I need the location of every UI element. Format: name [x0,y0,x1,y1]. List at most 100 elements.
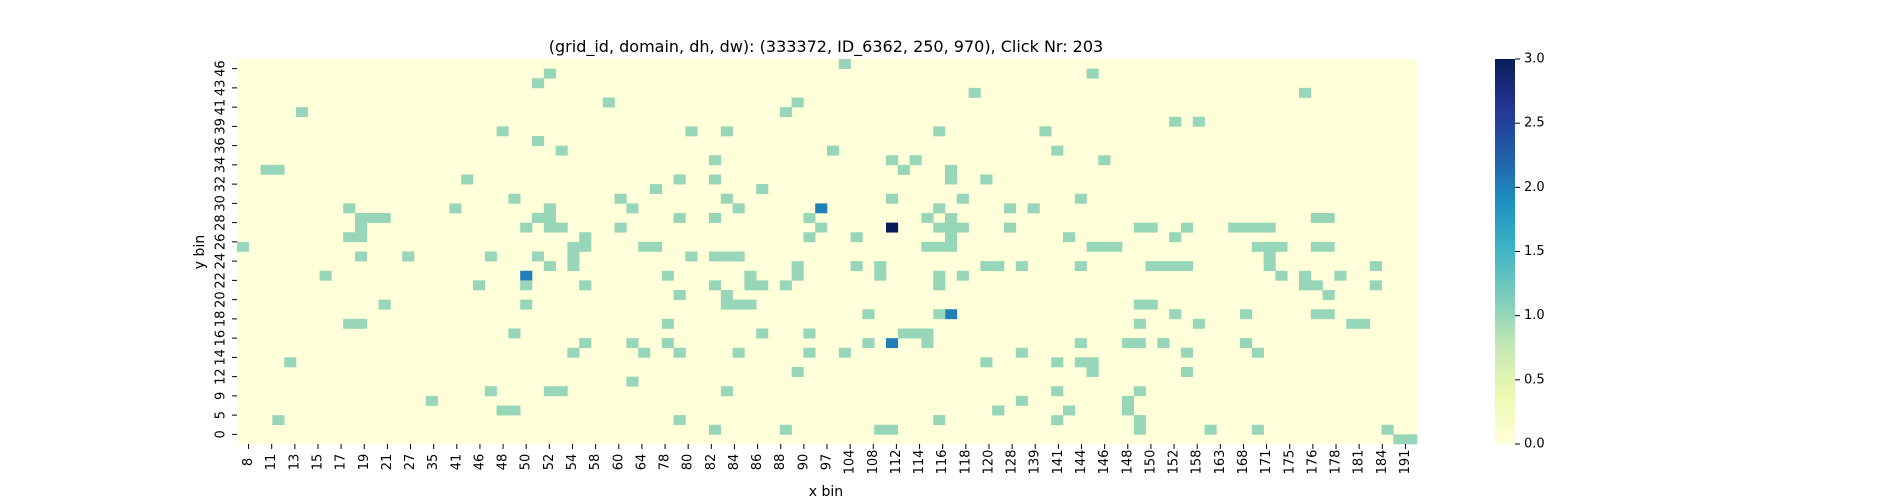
heatmap-cell [933,203,946,214]
heatmap-cell [709,155,722,166]
heatmap-cell [720,251,733,262]
heatmap-cell [237,241,250,252]
heatmap-cell [897,328,910,339]
y-tick-label: 28 [214,214,229,231]
heatmap-cell [579,280,592,291]
heatmap-cell [1004,203,1017,214]
heatmap-cell [520,270,533,281]
colorbar-tick-label: 2.0 [1524,180,1545,195]
heatmap-cell [343,232,356,243]
heatmap-cell [543,203,556,214]
heatmap-cell [626,203,639,214]
y-tick-label: 34 [214,157,229,174]
x-tick-label: 112 [889,450,904,475]
y-tick-label: 5 [214,411,229,419]
x-tick-label: 54 [565,454,580,471]
heatmap-cell [1086,357,1099,368]
heatmap-cell [508,193,521,204]
heatmap-cell [945,232,958,243]
heatmap-cell [1369,261,1382,272]
heatmap-cell [1240,222,1253,233]
heatmap-cell [1039,126,1052,137]
heatmap-cell [1169,116,1182,127]
heatmap-cell [520,299,533,310]
heatmap-cell [720,193,733,204]
chart-title: (grid_id, domain, dh, dw): (333372, ID_6… [549,37,1103,57]
heatmap-cell [933,222,946,233]
x-tick-label: 48 [496,454,511,471]
heatmap-cell [803,328,816,339]
heatmap-cell [1405,434,1418,445]
heatmap-cell [402,251,415,262]
heatmap-cell [1074,193,1087,204]
x-axis-label: x bin [809,484,843,500]
heatmap-cell [355,232,368,243]
heatmap-cell [709,251,722,262]
x-axis-ticks: 8 11 13 15 17 19 21 27 35 41 46 48 50 52 54 58 60 64 78 80 8… [241,444,1413,474]
heatmap-cell [791,97,804,108]
heatmap-cell [532,213,545,223]
heatmap-cell [803,232,816,243]
x-tick-label: 52 [542,454,557,471]
heatmap-cell [803,347,816,358]
x-tick-label: 88 [773,454,788,471]
x-tick-label: 15 [310,454,325,471]
heatmap-cell [366,213,379,223]
y-tick-label: 36 [214,137,229,154]
heatmap-cell [1133,222,1146,233]
heatmap-cell [945,241,958,252]
heatmap-cell [1051,357,1064,368]
heatmap-cell [1299,280,1312,291]
colorbar-tick-label: 1.5 [1524,244,1545,259]
heatmap-cell [744,270,757,281]
x-tick-label: 114 [912,450,927,475]
heatmap-cell [1346,318,1359,329]
heatmap-cell [1110,241,1123,252]
heatmap-cell [378,299,391,310]
heatmap-cell [520,222,533,233]
x-tick-label: 8 [241,458,256,466]
heatmap-cell [1263,251,1276,262]
x-tick-label: 144 [1074,450,1089,475]
heatmap-cell [449,203,462,214]
heatmap-cell [602,97,615,108]
heatmap-cell [1098,155,1111,166]
colorbar-ticks: 0.0 0.5 1.0 1.5 2.0 2.5 3.0 [1515,52,1545,452]
heatmap-cell [756,280,769,291]
heatmap-cell [1133,386,1146,397]
y-tick-label: 22 [214,272,229,289]
heatmap-cell [921,338,934,349]
heatmap-cell [579,232,592,243]
heatmap-cell [1015,395,1028,406]
heatmap-cell [933,270,946,281]
y-tick-label: 24 [214,253,229,270]
y-tick-label: 43 [214,80,229,97]
heatmap-cell [791,270,804,281]
heatmap-cell [744,299,757,310]
heatmap-cell [1204,424,1217,435]
heatmap-cell [296,107,309,118]
heatmap-cell [685,126,698,137]
x-tick-label: 82 [704,454,719,471]
heatmap-cell [850,261,863,272]
y-tick-label: 32 [214,176,229,193]
colorbar-tick-label: 3.0 [1524,52,1545,67]
x-tick-label: 84 [727,454,742,471]
heatmap-cell [532,78,545,89]
heatmap-cell [425,395,438,406]
heatmap-cell [1169,309,1182,320]
heatmap-cell [1263,222,1276,233]
heatmap-cell [520,280,533,291]
heatmap-cell [838,59,851,69]
heatmap-cell [543,68,556,79]
y-tick-label: 39 [214,118,229,135]
heatmap-cell [803,213,816,223]
heatmap-cell [1004,222,1017,233]
heatmap-cell [1074,357,1087,368]
heatmap-cell [567,347,580,358]
heatmap-cell [1157,261,1170,272]
heatmap-cell [673,290,686,300]
heatmap-cell [909,328,922,339]
heatmap-cell [1086,241,1099,252]
heatmap-cell [355,251,368,262]
